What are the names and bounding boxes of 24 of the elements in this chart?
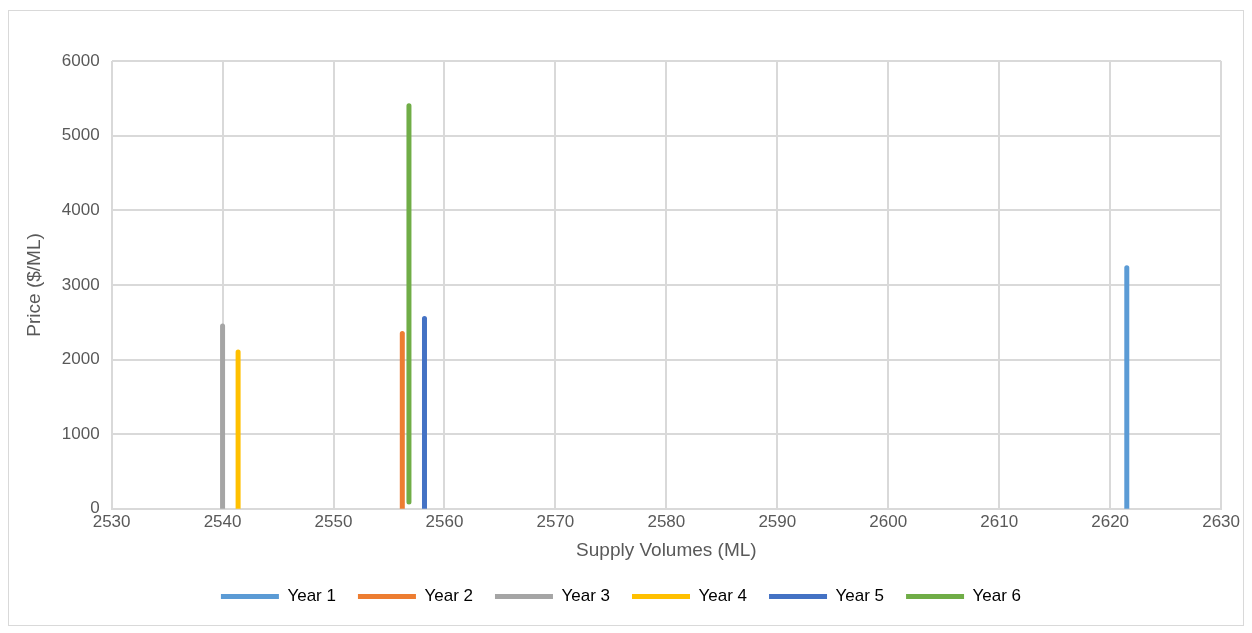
x-tick-label: 2610 (980, 511, 1019, 531)
y-tick-label: 3000 (61, 274, 100, 294)
x-tick-label: 2580 (647, 511, 686, 531)
legend-label: Year 2 (424, 586, 473, 606)
legend-label: Year 4 (698, 586, 748, 606)
y-tick-label: 5000 (61, 125, 100, 145)
y-tick-label: 2000 (61, 349, 100, 369)
y-tick-label: 6000 (61, 50, 100, 70)
x-tick-label: 2630 (1202, 511, 1240, 531)
x-axis-title: Supply Volumes (ML) (576, 538, 757, 560)
legend-label: Year 5 (835, 586, 885, 606)
y-tick-label: 1000 (61, 423, 100, 443)
legend-label: Year 3 (561, 586, 610, 606)
x-tick-label: 2620 (1091, 511, 1130, 531)
x-tick-label: 2600 (869, 511, 908, 531)
y-axis-title: Price ($/ML) (22, 233, 44, 337)
legend-label: Year 1 (287, 586, 336, 606)
x-tick-label: 2550 (314, 511, 353, 531)
x-tick-label: 2540 (203, 511, 242, 531)
x-tick-label: 2560 (425, 511, 464, 531)
x-tick-label: 2590 (758, 511, 797, 531)
legend-label: Year 6 (972, 586, 1022, 606)
x-tick-label: 2570 (536, 511, 575, 531)
y-tick-label: 4000 (61, 199, 100, 219)
